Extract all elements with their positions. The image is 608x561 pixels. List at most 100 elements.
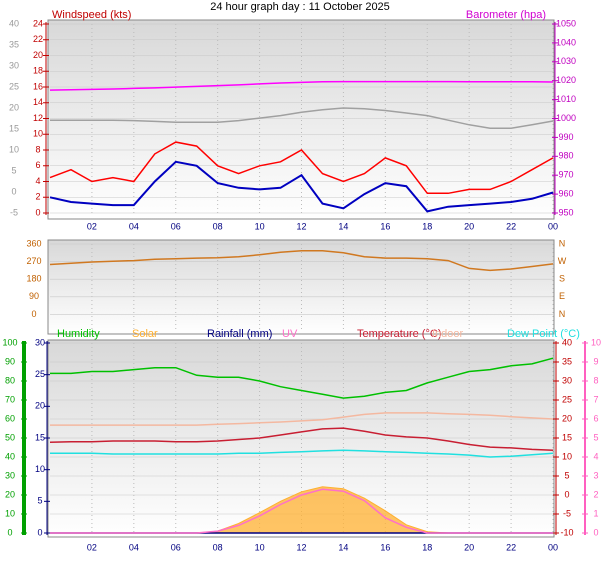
y2-tick-label: W	[558, 256, 567, 266]
y2-tick-label: 1050	[556, 18, 576, 28]
y4-tick-label: 7	[593, 394, 598, 404]
y2-tick-label: 970	[558, 170, 573, 180]
series-line	[49, 427, 554, 451]
y-tick-label: 100	[2, 337, 17, 347]
legend-entry: Rainfall (mm)	[207, 328, 272, 340]
y-tick-label: 50	[5, 432, 15, 442]
legend-entry: Temperature (°C)	[357, 328, 441, 340]
x-tick-label: 12	[296, 221, 306, 231]
x-tick-label: 08	[213, 221, 223, 231]
y3-tick-label: 0	[564, 489, 569, 499]
y-tick-label: 20	[5, 489, 15, 499]
y2-tick-label: 5	[37, 496, 42, 506]
y3-tick-label: 40	[9, 18, 19, 28]
y4-tick-label: 2	[593, 489, 598, 499]
y-axis-title: Windspeed (kts)	[52, 9, 131, 21]
legend-entry: Solar	[132, 328, 158, 340]
x-tick-label: 02	[87, 221, 97, 231]
y-tick-label: 40	[5, 451, 15, 461]
y2-tick-label: 15	[35, 432, 45, 442]
y2-tick-label: 1040	[556, 37, 576, 47]
y-tick-label: 0	[31, 309, 36, 319]
y2-tick-label: 25	[35, 369, 45, 379]
series-line	[49, 80, 554, 91]
y2-tick-label: 980	[558, 151, 573, 161]
y-tick-label: 22	[33, 34, 43, 44]
y2-axis-title: Barometer (hpa)	[466, 9, 546, 21]
y-tick-label: 10	[33, 129, 43, 139]
x-tick-label: 06	[171, 221, 181, 231]
panel-wind	[47, 19, 555, 220]
y4-tick-label: 9	[593, 356, 598, 366]
y2-tick-label: 20	[35, 401, 45, 411]
y3-tick-label: 20	[9, 102, 19, 112]
y2-tick-label: 1030	[556, 56, 576, 66]
x-tick-label: 08	[213, 542, 223, 552]
legend-entry: Dew Point (°C)	[507, 328, 580, 340]
series-line	[50, 107, 554, 129]
y4-tick-label: 1	[593, 508, 598, 518]
y3-tick-label: 25	[9, 81, 19, 91]
y2-tick-label: 990	[558, 132, 573, 142]
y4-tick-label: 10	[591, 337, 601, 347]
y-tick-label: 90	[5, 356, 15, 366]
chart-title: 24 hour graph day : 11 October 2025	[210, 1, 390, 13]
series-line	[50, 488, 553, 534]
x-tick-label: 02	[87, 542, 97, 552]
y-tick-label: 18	[33, 66, 43, 76]
x-tick-label: 12	[296, 542, 306, 552]
y3-tick-label: 15	[562, 432, 572, 442]
y2-tick-label: 1000	[556, 113, 576, 123]
y3-tick-label: 40	[562, 337, 572, 347]
y-tick-label: 70	[5, 394, 15, 404]
y2-tick-label: 0	[37, 527, 42, 537]
y2-tick-label: N	[559, 238, 566, 248]
y-tick-label: 4	[35, 176, 40, 186]
y3-tick-label: -10	[560, 527, 573, 537]
y2-tick-label: 1010	[556, 94, 576, 104]
series-line	[49, 160, 554, 213]
y-tick-label: 360	[26, 238, 41, 248]
y-tick-label: 6	[35, 160, 40, 170]
y4-tick-label: 8	[593, 375, 598, 385]
y4-tick-label: 6	[593, 413, 598, 423]
y-tick-label: 270	[26, 256, 41, 266]
x-tick-label: 04	[129, 221, 139, 231]
series-line	[49, 141, 554, 195]
y-tick-label: 10	[5, 508, 15, 518]
panel-direction	[47, 239, 555, 335]
y2-tick-label: N	[559, 309, 566, 319]
y3-tick-label: 10	[9, 144, 19, 154]
x-tick-label: 14	[338, 221, 348, 231]
x-tick-label: 20	[464, 542, 474, 552]
y3-tick-label: 10	[562, 451, 572, 461]
y3-tick-label: 35	[9, 39, 19, 49]
y2-tick-label: E	[559, 291, 565, 301]
y3-tick-label: 0	[11, 186, 16, 196]
legend-entry: Humidity	[57, 328, 100, 340]
y2-tick-label: 30	[35, 337, 45, 347]
y-tick-label: 0	[7, 527, 12, 537]
y3-tick-label: 5	[564, 470, 569, 480]
y-tick-label: 0	[35, 207, 40, 217]
y-tick-label: 180	[26, 274, 41, 284]
y2-tick-label: 10	[35, 464, 45, 474]
y-tick-label: 20	[33, 50, 43, 60]
y3-tick-label: 35	[562, 356, 572, 366]
y4-tick-label: 3	[593, 470, 598, 480]
y3-tick-label: -5	[10, 207, 18, 217]
x-tick-label: 20	[464, 221, 474, 231]
legend-entry: Indoor	[432, 328, 464, 340]
series-line	[50, 449, 554, 458]
y3-tick-label: 30	[9, 60, 19, 70]
y3-tick-label: 30	[562, 375, 572, 385]
y-tick-label: 24	[33, 18, 43, 28]
y-tick-label: 12	[33, 113, 43, 123]
y-tick-label: 8	[35, 144, 40, 154]
y3-tick-label: 15	[9, 123, 19, 133]
x-tick-label: 18	[422, 221, 432, 231]
legend-entry: UV	[282, 328, 298, 340]
x-tick-label: 14	[338, 542, 348, 552]
y2-tick-label: S	[559, 274, 565, 284]
